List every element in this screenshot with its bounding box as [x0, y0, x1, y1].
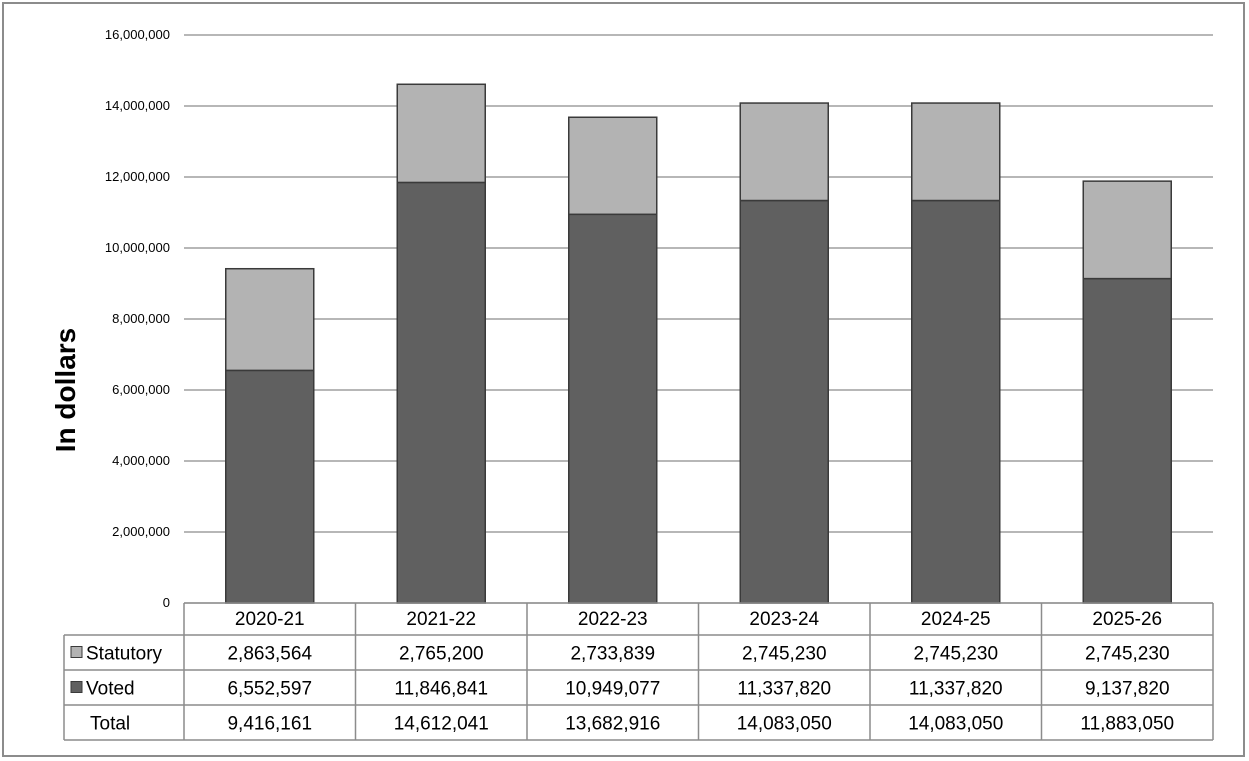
- data-label: 2,863,564: [227, 644, 312, 665]
- bar-statutory: [739, 102, 829, 202]
- legend-swatch-voted: [70, 681, 83, 693]
- y-tick-label: 6,000,000: [112, 382, 170, 397]
- y-tick-label: 10,000,000: [105, 240, 170, 255]
- stacked-bar-chart: 0 2,000,000 4,000,000 6,000,000 8,000,000 10,…: [63, 27, 1214, 741]
- bar-statutory: [1082, 180, 1172, 280]
- x-tick-label: 2022-23: [578, 609, 648, 630]
- data-label: 2,745,230: [1085, 644, 1170, 665]
- data-label: 11,846,841: [394, 679, 488, 700]
- data-label: 11,337,820: [737, 679, 831, 700]
- y-tick-label: 8,000,000: [112, 311, 170, 326]
- data-label: 14,612,041: [394, 714, 489, 735]
- x-tick-label: 2021-22: [406, 609, 476, 630]
- legend-label-voted: Voted: [86, 679, 135, 700]
- bar-voted: [225, 369, 315, 604]
- bar-voted: [911, 199, 1001, 604]
- bar-voted: [739, 199, 829, 604]
- data-label: 9,137,820: [1085, 679, 1170, 700]
- legend-label-total: Total: [90, 714, 130, 735]
- data-label: 14,083,050: [737, 714, 832, 735]
- data-label: 2,745,230: [742, 644, 827, 665]
- x-tick-label: 2025-26: [1092, 609, 1162, 630]
- bar-statutory: [911, 102, 1001, 202]
- y-tick-label: 16,000,000: [105, 27, 170, 42]
- bar-statutory: [568, 116, 658, 216]
- data-label: 14,083,050: [908, 714, 1003, 735]
- data-label: 2,745,230: [913, 644, 998, 665]
- x-tick-label: 2020-21: [235, 609, 305, 630]
- bar-voted: [568, 213, 658, 604]
- legend-label-statutory: Statutory: [86, 644, 163, 665]
- data-label: 10,949,077: [565, 679, 660, 700]
- bar-statutory: [225, 267, 315, 372]
- data-label: 2,765,200: [399, 644, 484, 665]
- data-label: 9,416,161: [227, 714, 312, 735]
- y-tick-label: 0: [163, 595, 170, 610]
- data-label: 11,337,820: [909, 679, 1003, 700]
- bar-voted: [1082, 277, 1172, 604]
- y-tick-label: 2,000,000: [112, 524, 170, 539]
- y-tick-label: 4,000,000: [112, 453, 170, 468]
- y-tick-label: 12,000,000: [105, 169, 170, 184]
- x-tick-label: 2024-25: [921, 609, 991, 630]
- x-tick-label: 2023-24: [749, 609, 819, 630]
- legend-swatch-statutory: [70, 646, 83, 658]
- data-label: 11,883,050: [1080, 714, 1174, 735]
- bar-statutory: [396, 83, 486, 184]
- data-label: 13,682,916: [565, 714, 660, 735]
- data-label: 6,552,597: [227, 679, 312, 700]
- bar-voted: [396, 181, 486, 604]
- y-tick-label: 14,000,000: [105, 98, 170, 113]
- data-label: 2,733,839: [570, 644, 655, 665]
